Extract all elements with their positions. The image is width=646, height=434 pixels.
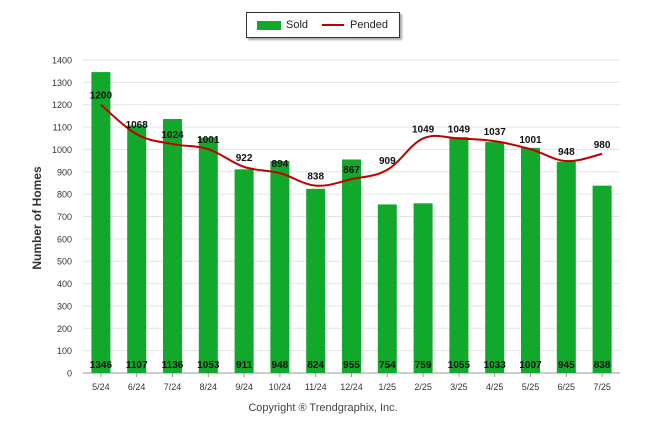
y-tick-label: 500: [57, 257, 72, 267]
pended-data-labels: 1200 1068 1024 1001 922 894 838 867 909 1049 1049 1…: [90, 91, 611, 183]
x-tick-label: 7/25: [593, 382, 611, 392]
data-label-pended: 922: [236, 153, 253, 164]
y-tick-label: 1300: [52, 78, 72, 88]
x-tick-label: 6/25: [558, 382, 576, 392]
y-tick-label: 700: [57, 212, 72, 222]
line-pended: [100, 103, 603, 187]
bar-sold: [556, 161, 576, 373]
bar-sold: [377, 204, 397, 373]
data-label-sold: 754: [379, 360, 396, 371]
x-tick-label: 10/24: [269, 382, 292, 392]
bar-sold: [198, 137, 218, 373]
y-tick-label: 0: [67, 369, 72, 379]
bar-sold: [306, 188, 326, 373]
x-tick-label: 8/24: [200, 382, 218, 392]
data-label-pended: 867: [343, 165, 360, 176]
data-label-sold: 1346: [90, 360, 113, 371]
legend: Sold Pended: [246, 12, 400, 38]
x-tick-label: 9/24: [235, 382, 253, 392]
data-label-sold: 948: [272, 360, 289, 371]
bar-sold: [342, 159, 361, 373]
data-label-pended: 1049: [448, 124, 471, 135]
data-label-pended: 1001: [519, 135, 542, 146]
data-label-pended: 838: [307, 172, 324, 183]
data-label-sold: 955: [343, 360, 360, 371]
y-tick-label: 600: [57, 234, 72, 244]
sold-bars: [91, 72, 612, 373]
bar-sold: [592, 185, 612, 373]
bar-sold: [449, 137, 469, 373]
data-label-pended: 1001: [197, 135, 220, 146]
data-label-sold: 759: [415, 360, 432, 371]
data-label-pended: 909: [379, 156, 396, 167]
bar-sold: [413, 203, 433, 373]
data-label-sold: 1136: [162, 360, 184, 371]
legend-label-sold: Sold: [286, 19, 309, 31]
x-tick-label: 3/25: [450, 382, 468, 392]
legend-item-pended[interactable]: Pended: [322, 19, 388, 31]
legend-swatch-pended: [322, 24, 345, 26]
sold-data-labels: 1346 1107 1136 1053 911 948 824 955 754 759 1055 10…: [90, 360, 611, 371]
data-label-pended: 894: [272, 159, 289, 170]
bar-sold: [163, 119, 182, 373]
y-tick-label: 200: [57, 324, 72, 334]
x-tick-label: 5/24: [92, 382, 110, 392]
data-label-sold: 1053: [197, 360, 220, 371]
data-label-sold: 838: [594, 360, 611, 371]
x-tick-label: 2/25: [414, 382, 432, 392]
x-axis: 5/24 6/24 7/24 8/24 9/24 10/24 11/24 12/24 1/25 2…: [92, 373, 611, 392]
data-label-pended: 1200: [90, 91, 113, 102]
x-tick-label: 4/25: [486, 382, 504, 392]
y-tick-label: 400: [57, 279, 72, 289]
data-label-sold: 1007: [519, 360, 542, 371]
bar-sold: [127, 125, 147, 373]
data-label-pended: 1037: [484, 127, 507, 138]
data-label-sold: 824: [307, 360, 324, 371]
bar-sold: [485, 142, 505, 373]
data-label-pended: 1049: [412, 124, 435, 135]
y-tick-label: 900: [57, 167, 72, 177]
x-tick-label: 6/24: [128, 382, 146, 392]
bar-sold: [521, 147, 540, 373]
x-tick-label: 1/25: [379, 382, 397, 392]
y-tick-label: 100: [57, 346, 72, 356]
data-label-pended: 948: [558, 147, 575, 158]
y-tick-label: 1000: [52, 145, 72, 155]
legend-label-pended: Pended: [350, 19, 388, 31]
legend-item-sold[interactable]: Sold: [257, 19, 308, 31]
legend-swatch-sold: [257, 20, 281, 30]
data-label-sold: 1055: [448, 360, 471, 371]
y-axis: 0 100 200 300 400 500 600 700 800 900 1000 1100 1200…: [52, 56, 72, 379]
bar-sold: [91, 72, 111, 373]
data-label-pended: 980: [594, 140, 611, 151]
y-tick-label: 300: [57, 301, 72, 311]
data-label-sold: 1107: [126, 360, 148, 371]
x-tick-label: 11/24: [305, 382, 327, 392]
data-label-pended: 1024: [161, 130, 184, 141]
y-tick-label: 1400: [52, 56, 72, 66]
bar-sold: [234, 169, 254, 373]
x-tick-label: 7/24: [164, 382, 182, 392]
data-label-sold: 1033: [484, 360, 507, 371]
pended-line-series: [100, 103, 603, 187]
data-label-sold: 911: [236, 360, 253, 371]
x-tick-label: 12/24: [340, 382, 363, 392]
y-axis-label: Number of Homes: [30, 166, 44, 270]
x-tick-label: 5/25: [522, 382, 540, 392]
bar-sold: [270, 161, 290, 373]
y-tick-label: 800: [57, 190, 72, 200]
y-tick-label: 1200: [52, 100, 72, 110]
y-tick-label: 1100: [53, 123, 72, 133]
copyright-footer: Copyright ® Trendgraphix, Inc.: [248, 402, 398, 414]
data-label-sold: 945: [558, 360, 575, 371]
data-label-pended: 1068: [126, 120, 149, 131]
